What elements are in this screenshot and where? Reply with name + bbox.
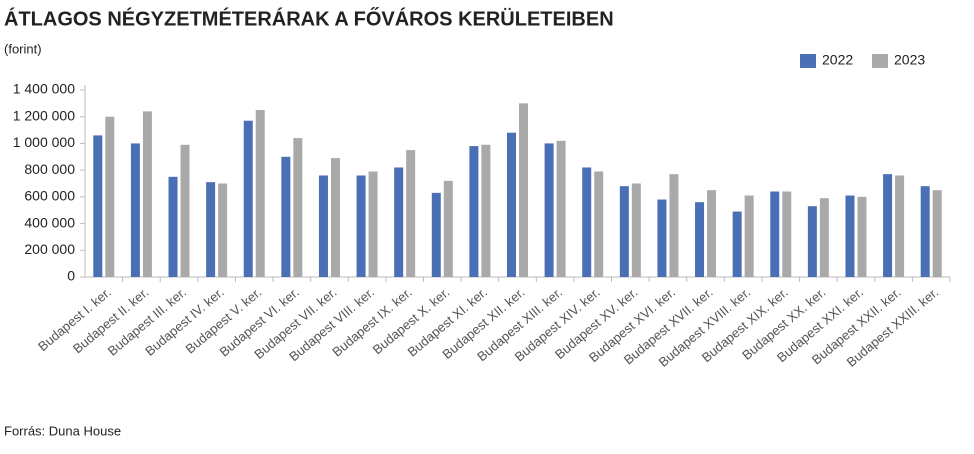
bar bbox=[394, 167, 404, 277]
bar bbox=[782, 191, 792, 277]
bar bbox=[218, 183, 228, 277]
bar bbox=[895, 175, 905, 277]
bar bbox=[318, 175, 328, 277]
bar bbox=[142, 111, 152, 277]
bar bbox=[507, 132, 516, 277]
legend-label: 2023 bbox=[894, 52, 925, 68]
legend-label: 2022 bbox=[822, 52, 853, 68]
bar bbox=[669, 174, 679, 277]
bar bbox=[556, 140, 566, 277]
y-tick-label: 0 bbox=[67, 268, 75, 284]
unit-label: (forint) bbox=[4, 41, 42, 56]
bar bbox=[356, 175, 366, 277]
bar bbox=[883, 174, 893, 277]
legend-swatch bbox=[800, 54, 816, 68]
bar bbox=[130, 143, 140, 277]
bar bbox=[168, 176, 178, 277]
bar bbox=[631, 183, 641, 277]
bar bbox=[180, 144, 190, 277]
y-tick-label: 800 000 bbox=[24, 161, 75, 177]
bar bbox=[857, 196, 867, 277]
bar bbox=[544, 143, 554, 277]
bar bbox=[431, 192, 441, 277]
bar bbox=[243, 120, 253, 277]
y-tick-label: 1 000 000 bbox=[13, 134, 75, 150]
legend-swatch bbox=[872, 54, 888, 68]
bar bbox=[657, 199, 667, 277]
bar bbox=[469, 146, 479, 277]
bar bbox=[770, 191, 780, 277]
bar bbox=[330, 158, 340, 277]
bar bbox=[807, 206, 817, 277]
bar bbox=[695, 202, 705, 277]
bar bbox=[93, 135, 103, 277]
bar bbox=[744, 195, 754, 277]
bar bbox=[443, 180, 453, 277]
bar bbox=[519, 103, 528, 277]
bar bbox=[932, 190, 942, 277]
bar bbox=[293, 138, 303, 277]
bar bbox=[481, 144, 491, 277]
bar bbox=[819, 198, 829, 277]
bar bbox=[368, 171, 378, 277]
y-tick-label: 400 000 bbox=[24, 214, 75, 230]
y-tick-label: 1 200 000 bbox=[13, 107, 75, 123]
bar bbox=[707, 190, 717, 277]
bar bbox=[281, 156, 291, 277]
bar bbox=[732, 211, 742, 277]
bar bbox=[582, 167, 592, 277]
bar bbox=[105, 116, 115, 277]
bar bbox=[619, 186, 629, 277]
bar bbox=[255, 110, 265, 278]
source: Forrás: Duna House bbox=[4, 423, 121, 438]
bar bbox=[845, 195, 855, 277]
y-tick-label: 200 000 bbox=[24, 241, 75, 257]
bar bbox=[206, 182, 216, 277]
y-tick-label: 1 400 000 bbox=[13, 81, 75, 97]
chart-title: ÁTLAGOS NÉGYZETMÉTERÁRAK A FŐVÁROS KERÜL… bbox=[4, 7, 614, 30]
bar bbox=[920, 186, 930, 277]
y-tick-label: 600 000 bbox=[24, 188, 75, 204]
bar bbox=[594, 171, 604, 277]
bar bbox=[406, 150, 416, 277]
